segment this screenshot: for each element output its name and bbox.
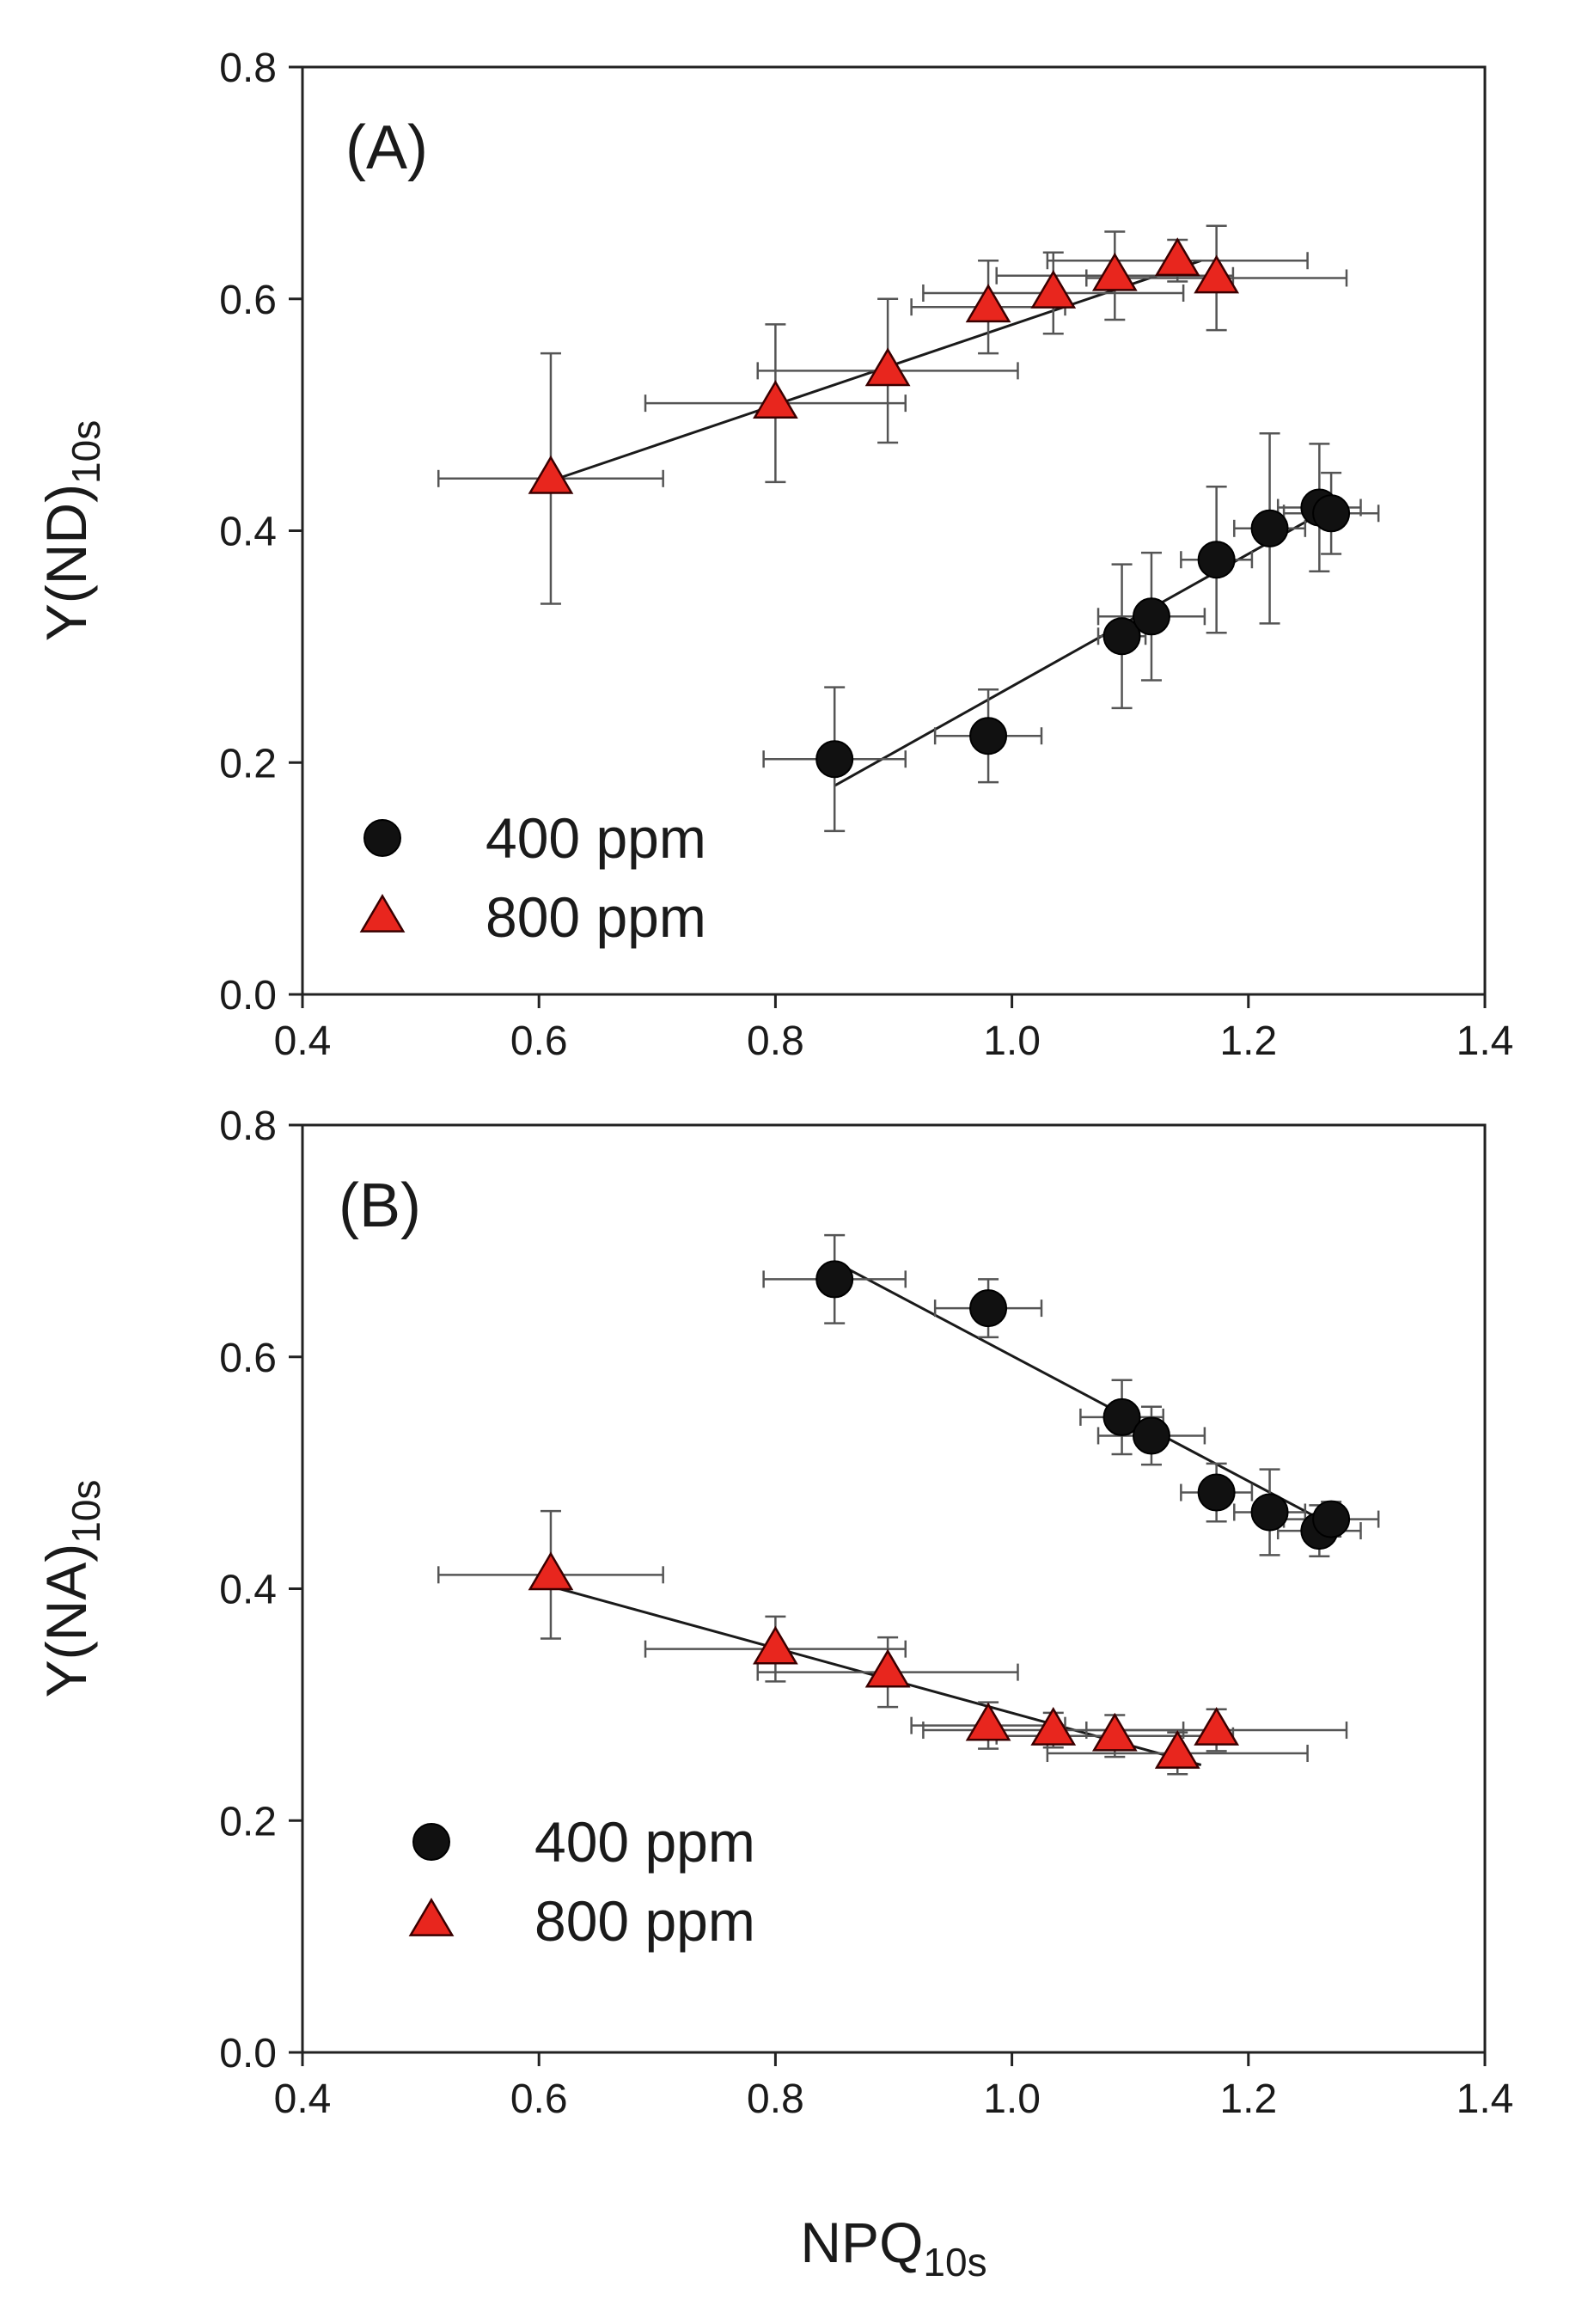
x-tick-label: 0.6	[510, 2076, 568, 2122]
data-point-800ppm	[528, 455, 574, 494]
data-point-800ppm	[753, 1625, 798, 1665]
data-point-800ppm	[864, 347, 911, 387]
data-marks	[437, 1233, 1380, 1776]
data-point-400ppm	[1250, 509, 1289, 547]
x-tick-label: 0.4	[274, 2076, 332, 2122]
data-point-800ppm	[528, 1551, 574, 1591]
data-point-400ppm	[969, 1289, 1008, 1328]
y-tick-label: 0.0	[219, 973, 277, 1018]
x-tick-label: 1.2	[1219, 1018, 1277, 1064]
data-point-800ppm	[1154, 1730, 1200, 1769]
legend-marker-400ppm	[412, 1823, 450, 1861]
x-axis-title-main: NPQ	[800, 2211, 923, 2274]
y-tick-label: 0.4	[219, 1568, 277, 1613]
tick-group: 0.4 0.6 0.8 1.0 1.2 1.4 0.0 0.2 0.4 0.6 …	[219, 46, 1513, 1064]
x-tick-label: 0.8	[747, 2076, 804, 2122]
data-point-800ppm	[1194, 254, 1240, 294]
data-point-800ppm	[864, 1648, 911, 1688]
data-point-400ppm	[1197, 541, 1236, 579]
panel-a: (A) 0.4 0.6 0.8 1.0 1.2 1.4 0.0 0.2 0.4 …	[34, 46, 1513, 1064]
data-point-800ppm	[1030, 1707, 1077, 1746]
y-tick-label: 0.8	[219, 46, 277, 91]
data-point-800ppm	[1154, 237, 1200, 277]
data-point-800ppm	[965, 1702, 1011, 1741]
x-tick-label: 1.4	[1457, 2076, 1514, 2122]
y-tick-label: 0.0	[219, 2031, 277, 2076]
y-tick-label: 0.8	[219, 1104, 277, 1149]
y-tick-label: 0.2	[219, 1799, 277, 1844]
panel-label: (B)	[339, 1171, 421, 1240]
panel-b: (B) 0.4 0.6 0.8 1.0 1.2 1.4 0.0 0.2 0.4 …	[34, 1104, 1513, 2122]
x-tick-label: 1.4	[1457, 1018, 1514, 1064]
x-tick-label: 0.6	[510, 1018, 568, 1064]
y-axis-title-main: Y(NA)	[34, 1544, 98, 1698]
legend: 400 ppm 800 ppm	[359, 806, 706, 949]
data-marks	[437, 224, 1380, 833]
x-tick-label: 0.8	[747, 1018, 804, 1064]
x-axis-title: NPQ10s	[800, 2211, 986, 2284]
x-tick-label: 1.2	[1219, 2076, 1277, 2122]
fit-line-400ppm	[834, 506, 1332, 787]
data-point-400ppm	[815, 740, 854, 779]
x-tick-label: 1.0	[983, 2076, 1041, 2122]
panel-label: (A)	[345, 113, 428, 182]
legend: 400 ppm 800 ppm	[408, 1810, 755, 1953]
x-tick-label: 1.0	[983, 1018, 1041, 1064]
data-point-400ppm	[1250, 1493, 1289, 1532]
data-point-400ppm	[969, 717, 1008, 755]
y-tick-label: 0.6	[219, 1336, 277, 1381]
data-point-800ppm	[1194, 1707, 1240, 1746]
y-axis-title: Y(NA)10s	[34, 1480, 108, 1698]
legend-marker-800ppm	[359, 893, 406, 933]
data-point-400ppm	[815, 1260, 854, 1299]
y-axis-title: Y(ND)10s	[34, 420, 108, 641]
x-tick-label: 0.4	[274, 1018, 332, 1064]
data-point-400ppm	[1102, 1397, 1141, 1436]
data-point-800ppm	[1091, 1712, 1138, 1752]
data-point-400ppm	[1312, 1500, 1351, 1538]
data-point-400ppm	[1197, 1473, 1236, 1512]
x-axis-title-subscript: 10s	[923, 2240, 986, 2284]
data-point-800ppm	[1091, 252, 1138, 291]
legend-label-400ppm: 400 ppm	[486, 806, 706, 870]
fit-line-400ppm	[834, 1260, 1332, 1526]
tick-group: 0.4 0.6 0.8 1.0 1.2 1.4 0.0 0.2 0.4 0.6 …	[219, 1104, 1513, 2122]
y-tick-label: 0.6	[219, 278, 277, 323]
data-point-800ppm	[1030, 269, 1077, 309]
data-point-400ppm	[1102, 617, 1141, 656]
y-axis-title-subscript: 10s	[64, 420, 108, 484]
legend-marker-400ppm	[363, 819, 401, 857]
data-point-400ppm	[1132, 1416, 1170, 1455]
legend-marker-800ppm	[408, 1897, 455, 1936]
legend-label-800ppm: 800 ppm	[486, 885, 706, 949]
legend-label-800ppm: 800 ppm	[534, 1889, 755, 1953]
data-point-400ppm	[1132, 597, 1170, 636]
y-tick-label: 0.4	[219, 510, 277, 555]
y-tick-label: 0.2	[219, 741, 277, 786]
data-point-800ppm	[965, 284, 1011, 323]
y-axis-title-main: Y(ND)	[34, 484, 98, 641]
data-point-800ppm	[753, 380, 798, 419]
data-point-400ppm	[1312, 494, 1351, 533]
legend-label-400ppm: 400 ppm	[534, 1810, 755, 1874]
y-axis-title-subscript: 10s	[64, 1480, 108, 1544]
